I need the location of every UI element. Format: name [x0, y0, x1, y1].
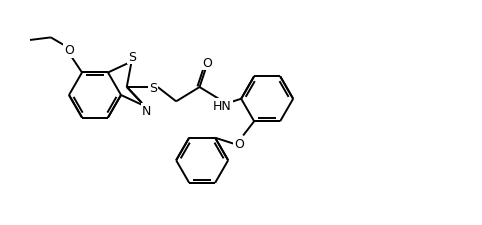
Text: N: N — [142, 105, 151, 118]
Text: O: O — [202, 57, 212, 70]
Text: S: S — [129, 51, 136, 64]
Text: O: O — [234, 137, 244, 150]
Text: O: O — [64, 44, 74, 57]
Text: S: S — [149, 81, 157, 94]
Text: HN: HN — [213, 99, 231, 112]
